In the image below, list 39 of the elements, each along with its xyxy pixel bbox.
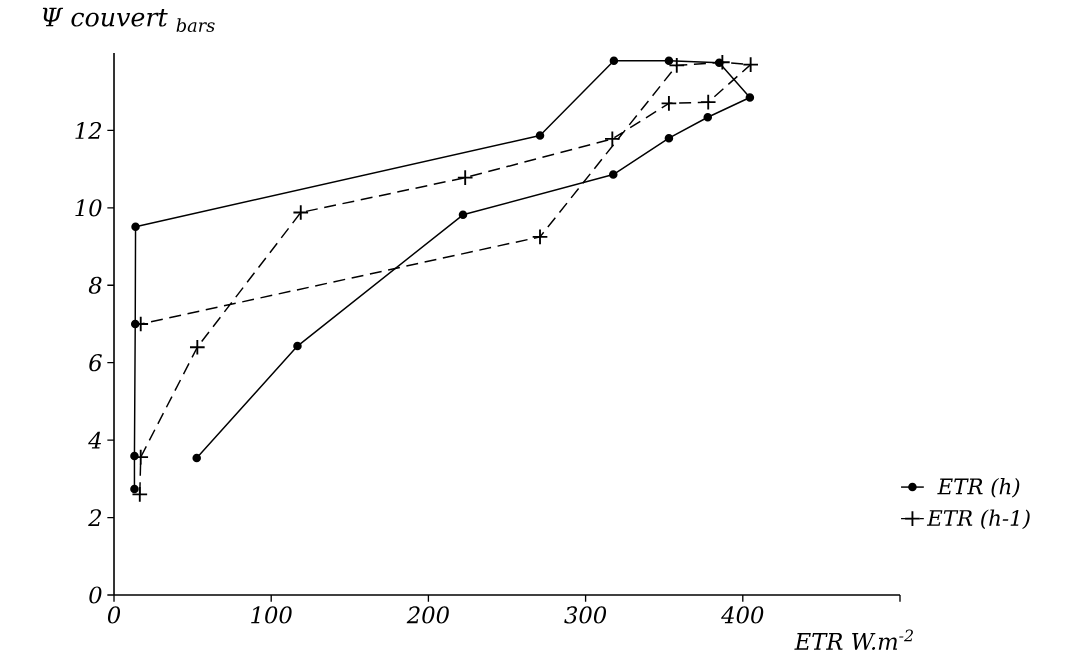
point [609, 56, 619, 66]
point [699, 93, 717, 111]
point [189, 338, 206, 356]
y-tick-label: 12 [75, 122, 102, 139]
y-tick-label: 4 [88, 431, 101, 449]
y-tick-label: 10 [75, 199, 102, 217]
x-tick-label: 100 [251, 606, 292, 624]
legend-label: ETR (h) [937, 477, 1020, 498]
point [668, 57, 686, 74]
y-tick-label: 2 [88, 509, 102, 526]
point [131, 486, 149, 503]
x-tick-label: 400 [721, 606, 764, 624]
y-axis-title: Ψ couvert $_{bars}$ [42, 7, 215, 33]
point [714, 54, 731, 71]
point [458, 210, 468, 220]
point [604, 130, 621, 148]
point [742, 56, 759, 73]
point [745, 93, 755, 102]
y-tick-label: 8 [88, 276, 102, 294]
point [703, 112, 713, 122]
x-tick-label: 0 [107, 606, 121, 624]
point [293, 341, 302, 351]
y-tick-label: 0 [89, 586, 102, 604]
x-tick-label: 200 [406, 606, 449, 624]
y-tick-label: 6 [89, 354, 102, 372]
legend-label: ETR (h-1) [926, 509, 1030, 530]
x-tick-label: 300 [564, 606, 607, 624]
point [535, 131, 545, 140]
point [660, 95, 678, 112]
point [608, 170, 618, 179]
point [664, 56, 674, 66]
point [292, 204, 310, 221]
x-axis-title: ETR W.m$^{-2}$ [794, 629, 913, 650]
point [456, 169, 474, 186]
point [192, 453, 201, 463]
point [531, 228, 549, 246]
point [130, 484, 139, 494]
point [131, 222, 140, 232]
point [664, 133, 674, 143]
